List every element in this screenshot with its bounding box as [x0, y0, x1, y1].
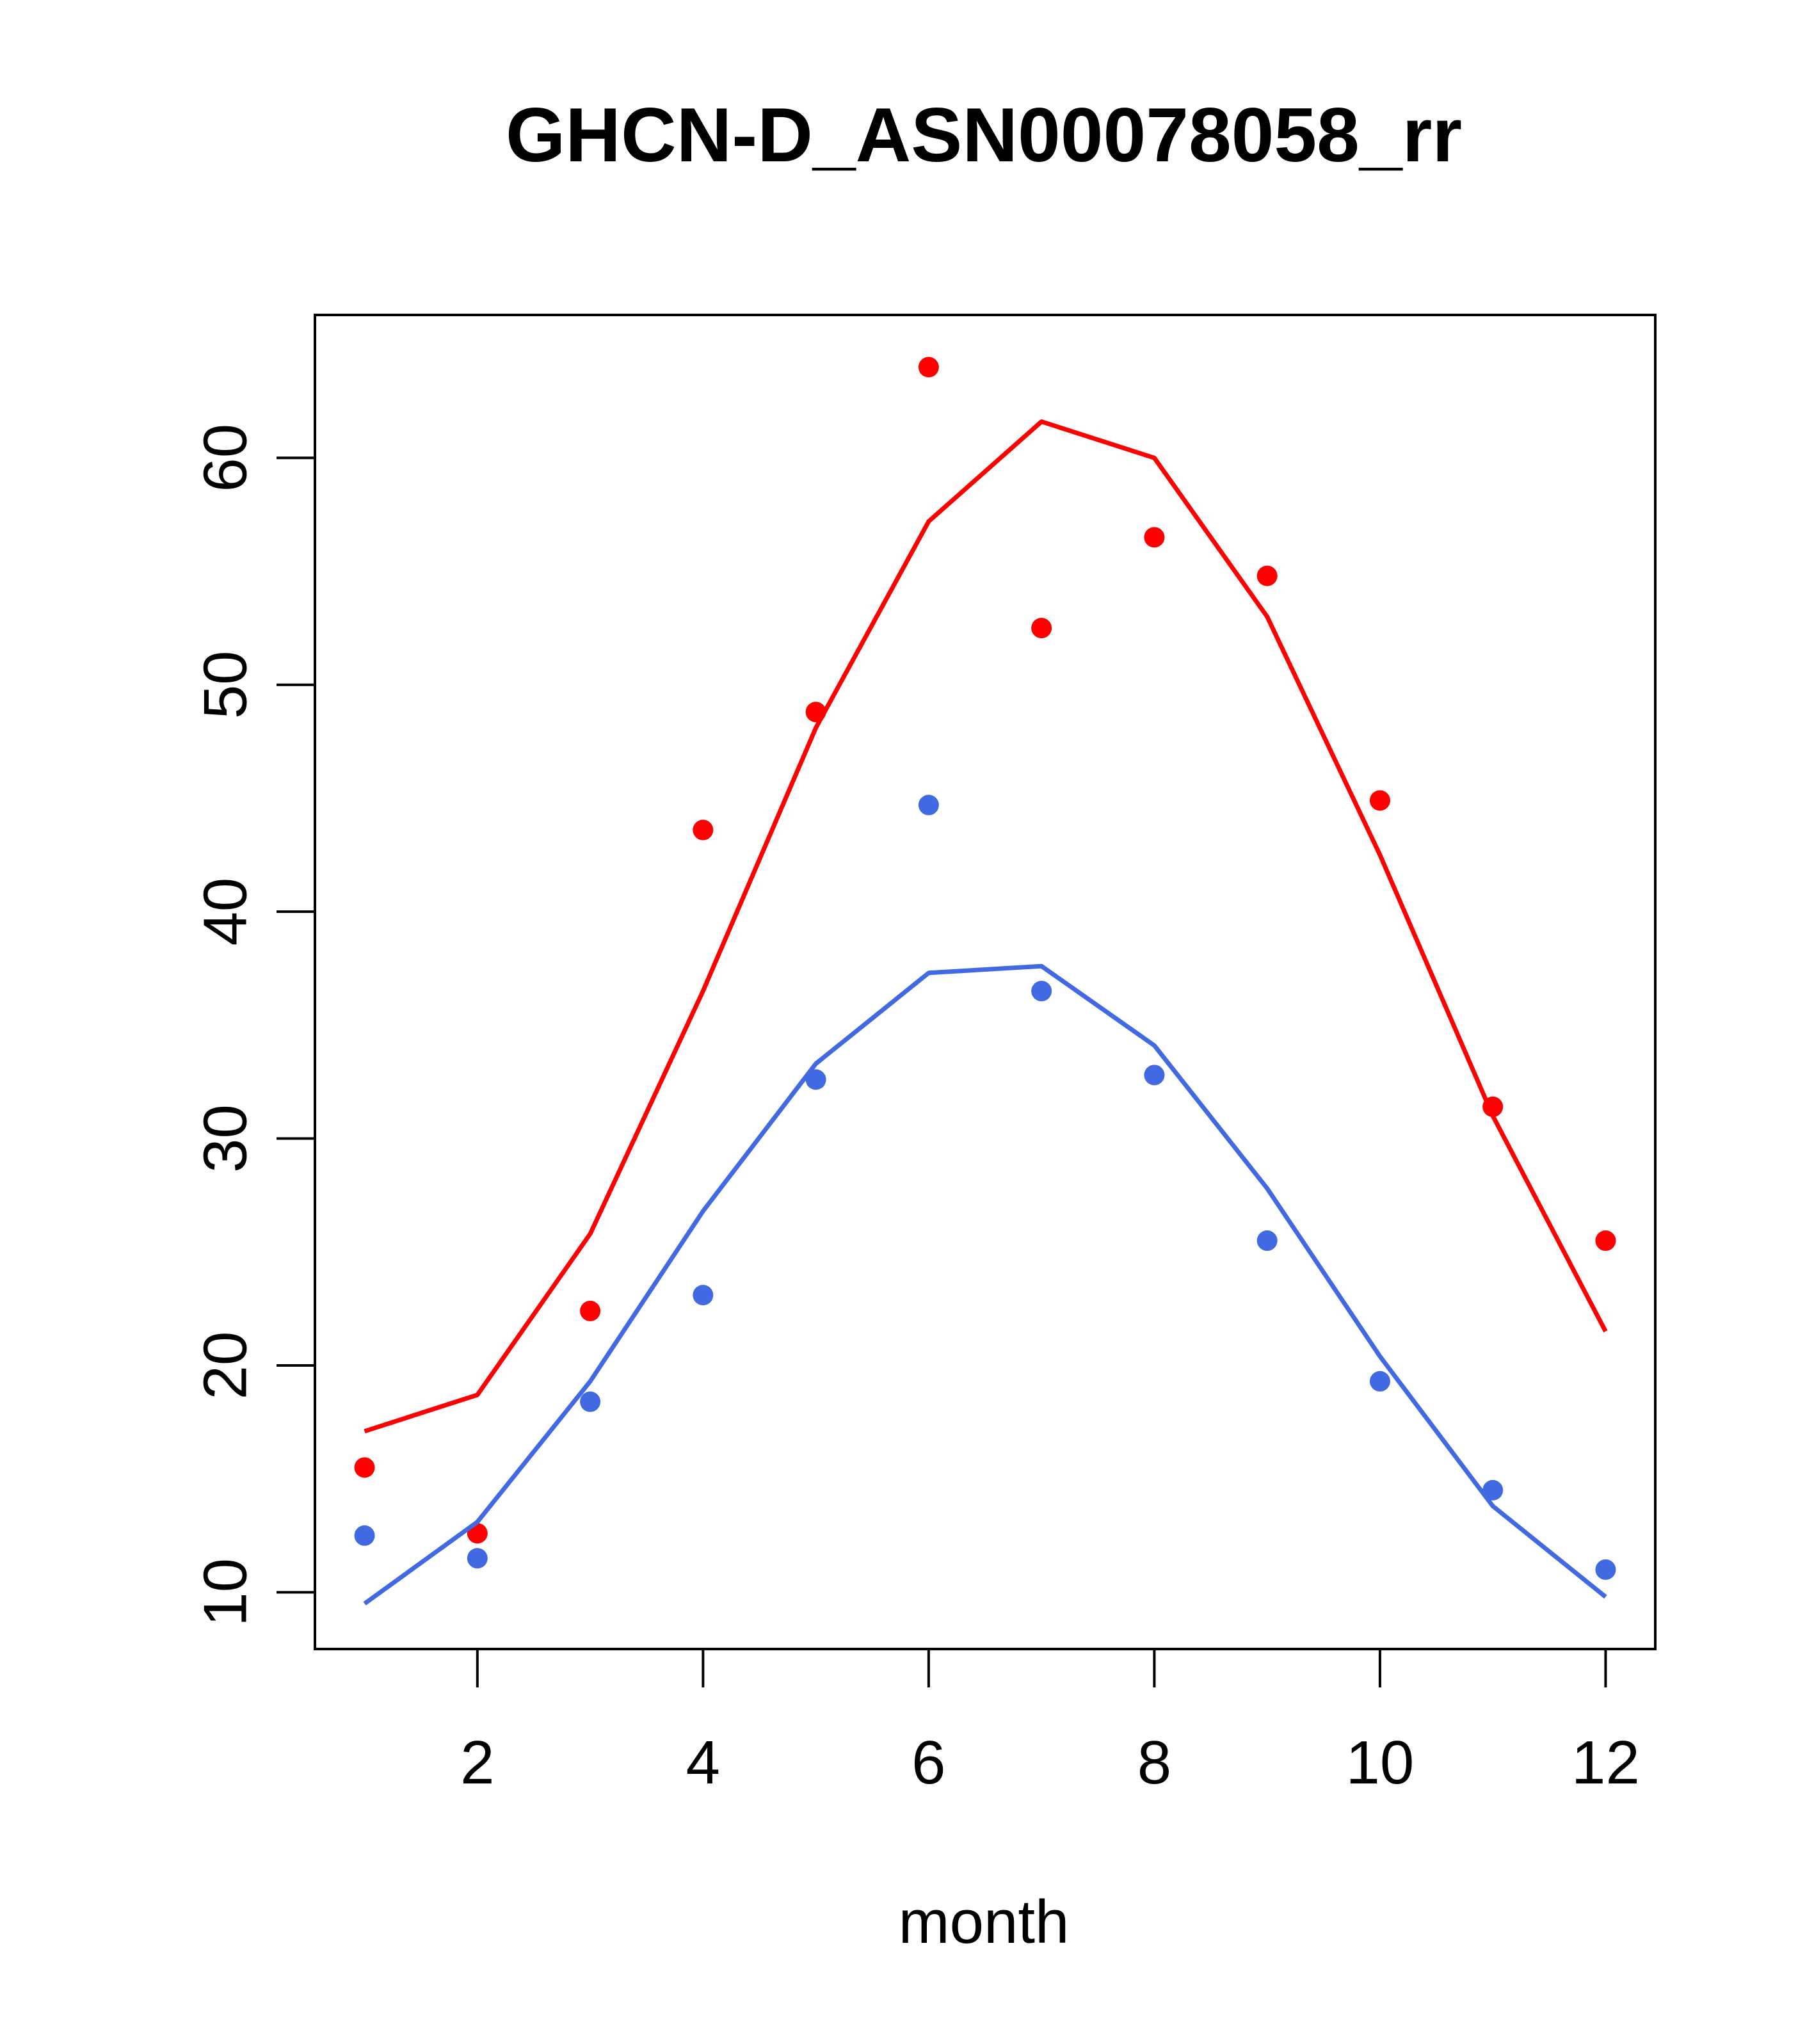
- series-2-point: [1031, 981, 1052, 1002]
- series-2-point: [1144, 1065, 1165, 1086]
- series-2-point: [693, 1285, 714, 1306]
- series-2-point: [1369, 1371, 1390, 1392]
- y-tick-label: 10: [191, 1558, 260, 1627]
- x-tick-label: 6: [911, 1728, 945, 1797]
- series-1-point: [1482, 1096, 1504, 1117]
- series-2-point: [1482, 1479, 1504, 1501]
- x-axis-label: month: [899, 1888, 1070, 1956]
- series-layer: [354, 357, 1616, 1605]
- series-1-point: [1595, 1230, 1616, 1251]
- y-tick-label: 50: [191, 650, 260, 719]
- series-1-point: [805, 702, 826, 723]
- series-1-point: [693, 819, 714, 841]
- x-tick-label: 8: [1137, 1728, 1171, 1797]
- series-1-point: [918, 357, 939, 378]
- series-2-point: [805, 1069, 826, 1090]
- series-2-line: [363, 963, 1607, 1605]
- series-2-point: [580, 1391, 601, 1412]
- series-1-point: [1369, 790, 1390, 811]
- series-2-point: [918, 794, 939, 816]
- x-tick-label: 12: [1571, 1728, 1640, 1797]
- series-1-line: [364, 419, 1608, 1434]
- y-tick-label: 30: [191, 1104, 260, 1173]
- series-2-point: [1256, 1230, 1278, 1251]
- x-tick-label: 2: [460, 1728, 494, 1797]
- series-1-point: [1144, 527, 1165, 548]
- y-tick-label: 40: [191, 878, 260, 946]
- x-tick-label: 10: [1346, 1728, 1415, 1797]
- series-2-point: [354, 1525, 375, 1546]
- series-2-point: [467, 1548, 488, 1569]
- series-1-point: [1256, 565, 1278, 586]
- series-2-point: [1595, 1559, 1616, 1580]
- chart-title: GHCN-D_ASN00078058_rr: [506, 92, 1462, 178]
- series-1-point: [1031, 618, 1052, 639]
- x-tick-label: 4: [686, 1728, 720, 1797]
- y-tick-label: 20: [191, 1332, 260, 1400]
- series-1-point: [354, 1457, 375, 1478]
- x-axis: 2 4 6 8 10 12: [460, 1648, 1640, 1797]
- y-axis: 10 20 30 40 50 60: [191, 424, 316, 1627]
- y-tick-label: 60: [191, 424, 260, 492]
- series-1-point: [580, 1300, 601, 1321]
